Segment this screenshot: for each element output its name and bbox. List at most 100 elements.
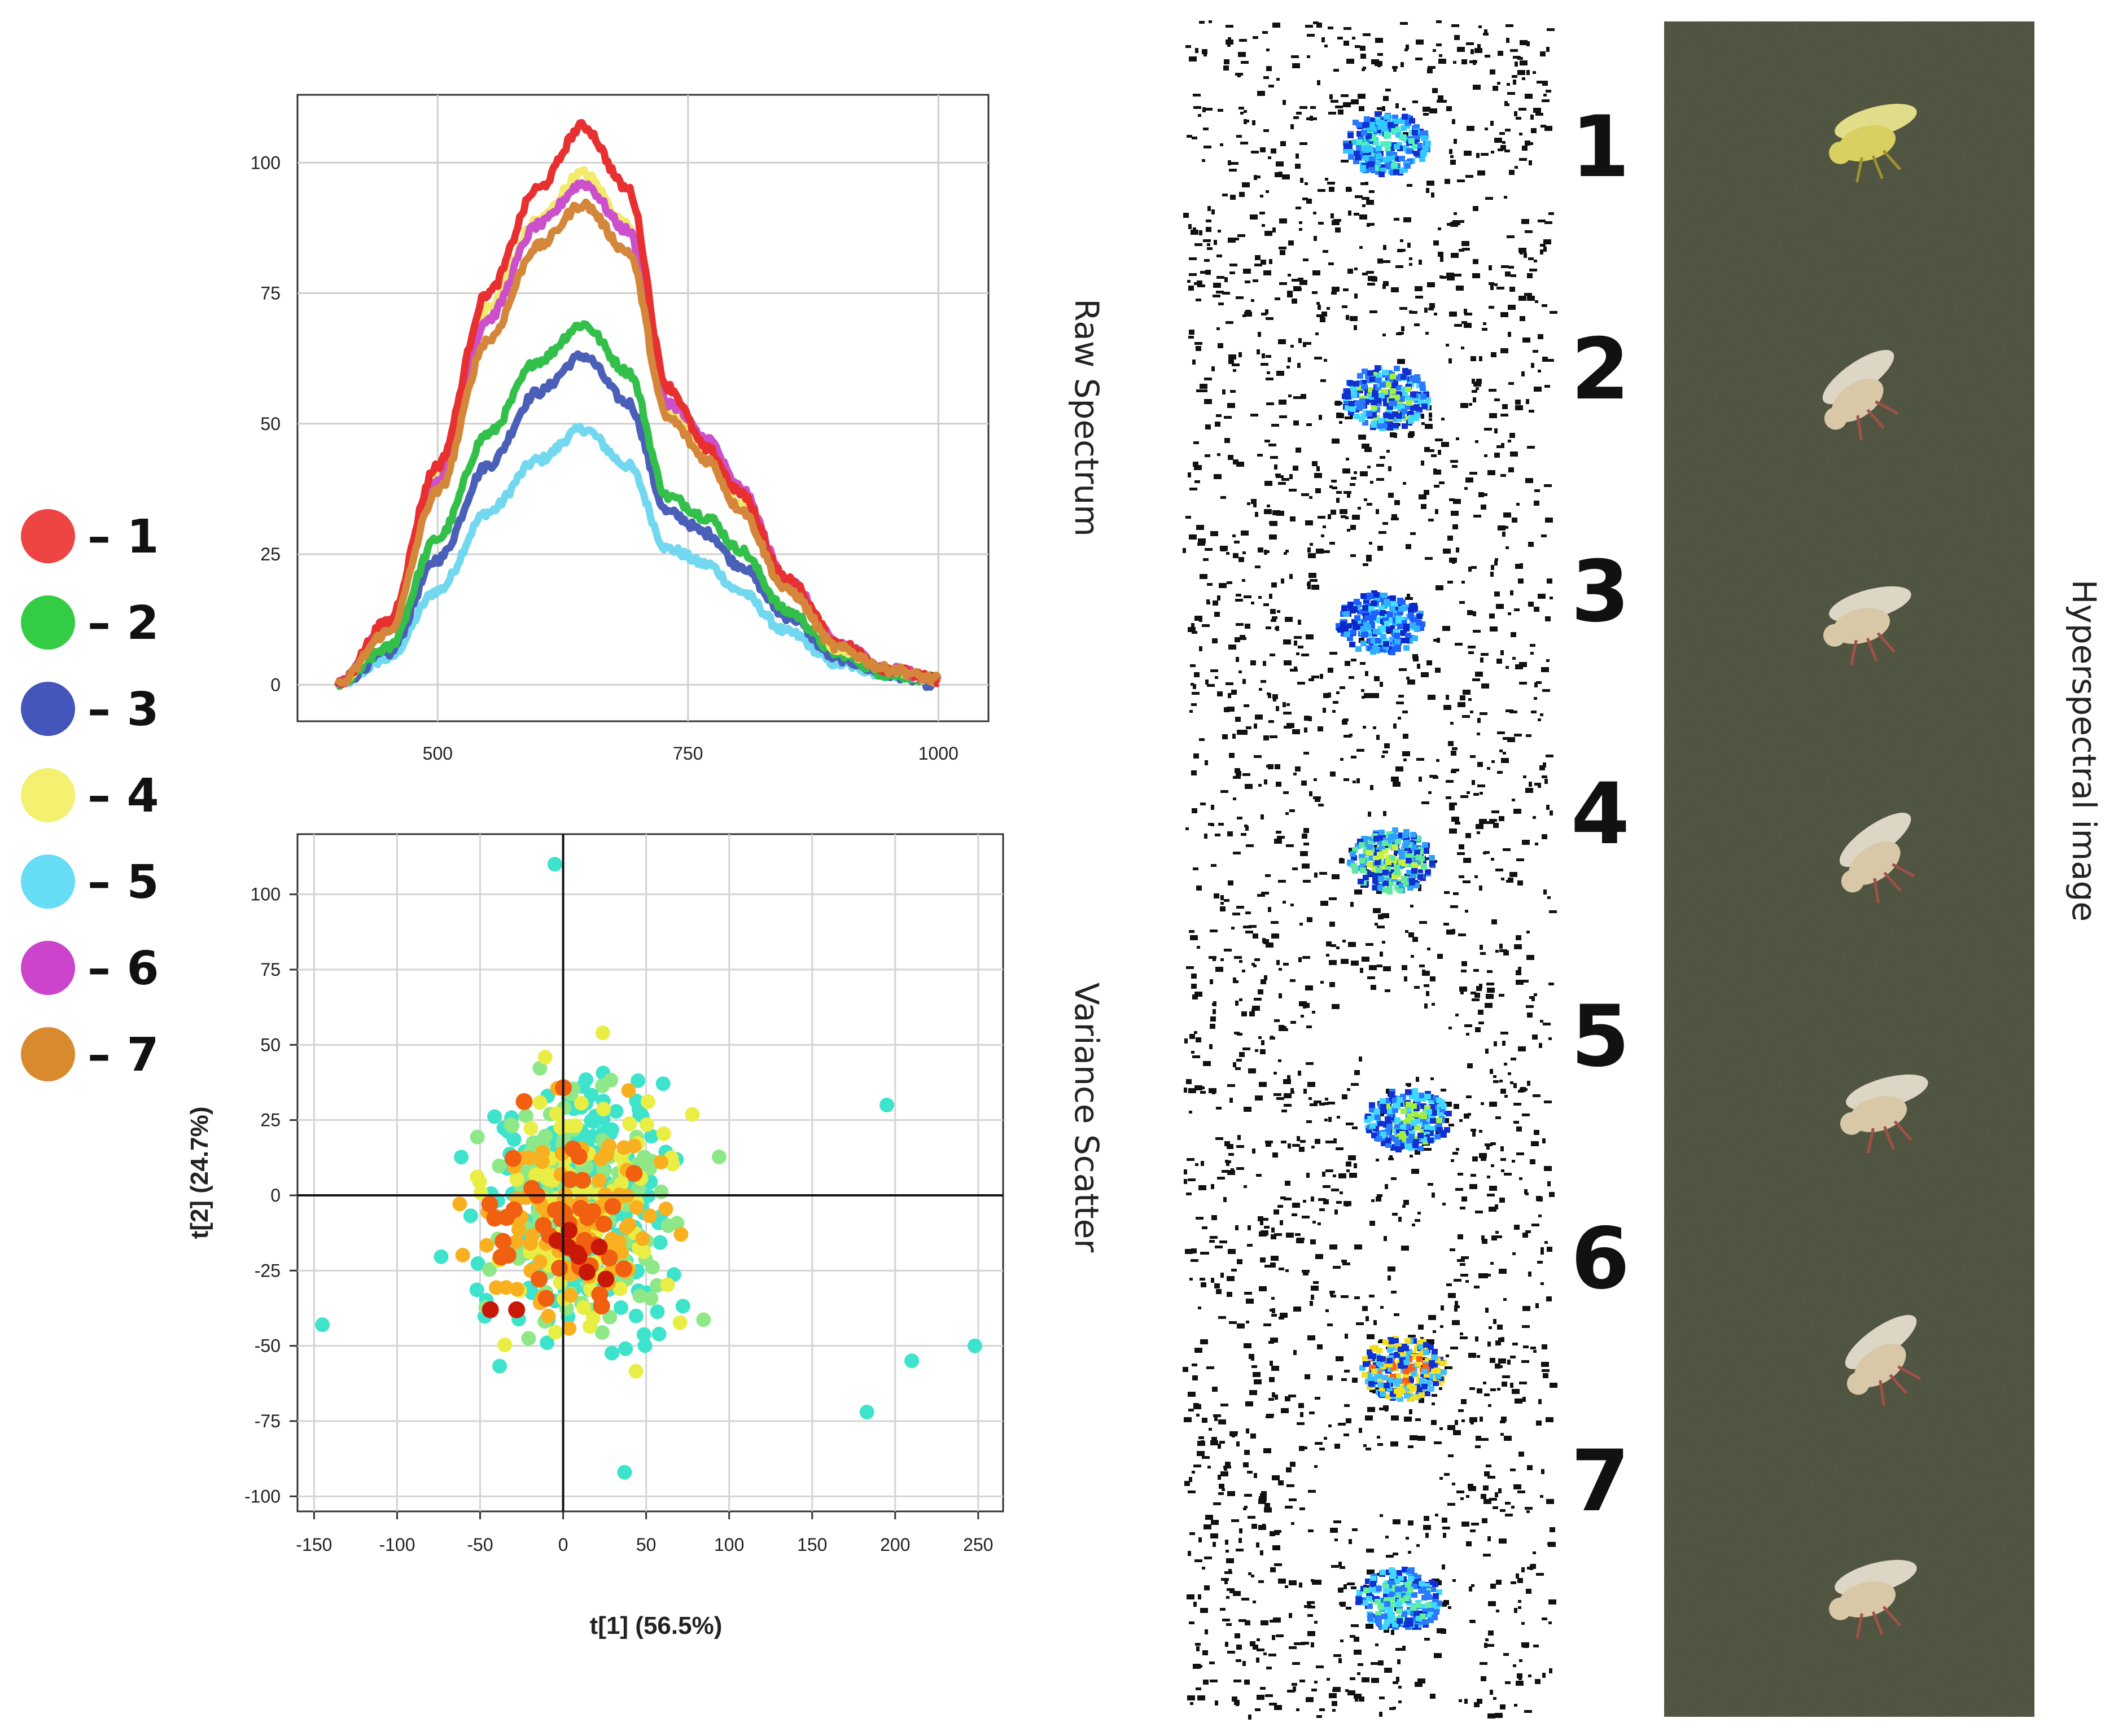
spectrum-y-tick: 75 [260,283,281,304]
scatter-point [455,1247,470,1262]
scatter-point [605,1231,619,1247]
scatter-point [696,1312,711,1327]
scatter-point [532,1254,548,1269]
scatter-point [572,1200,589,1217]
scatter-point [665,1156,680,1172]
scatter-point [469,1282,484,1297]
hyperspectral-image-title: Hyperspectral image [2065,580,2103,922]
scatter-y-tick: -25 [255,1260,281,1281]
heat-blob-3 [1336,590,1425,655]
scatter-point [511,1222,526,1237]
scatter-point [523,1121,539,1136]
legend-swatch-6 [21,941,75,995]
legend-swatch-3 [21,682,75,736]
scatter-x-tick: 50 [636,1535,657,1555]
scatter-point [582,1319,597,1334]
scatter-point [601,1250,618,1267]
scatter-point [622,1217,637,1232]
scatter-point [578,1264,596,1281]
scatter-point [597,1270,615,1288]
scatter-point [644,1291,659,1306]
scatter-point [515,1093,533,1110]
scatter-point [675,1299,690,1314]
heat-blob-2 [1342,365,1431,431]
scatter-point [612,1281,628,1296]
scatter-x-tick: 100 [714,1535,744,1555]
scatter-point [595,1025,610,1041]
scatter-point [632,1288,647,1304]
scatter-point [660,1277,675,1292]
spectrum-y-tick: 100 [251,152,281,173]
scatter-point [644,1129,659,1144]
scatter-point [594,1325,610,1340]
scatter-point [561,1171,579,1188]
scatter-point [655,1076,671,1091]
scatter-point [494,1233,512,1250]
scatter-point [482,1301,499,1318]
scatter-point [604,1345,619,1361]
scatter-point [523,1180,541,1197]
legend-swatch-5 [21,854,75,909]
scatter-point [553,1120,568,1135]
scatter-point [498,1280,514,1295]
raw-spectrum-title: Raw Spectrum [1067,299,1106,537]
scatter-point [660,1218,676,1233]
scatter-point [599,1147,614,1162]
scatter-point [631,1073,646,1088]
scatter-zero-axes [297,834,1003,1511]
fly-number-3: 3 [1571,543,1630,641]
scatter-x-tick: 250 [963,1535,993,1555]
spectrum-tick-labels: 500 750 1000 0 25 50 75 100 [251,152,959,764]
scatter-point [672,1315,688,1330]
false-color-noise-panel [1180,17,1557,1721]
fly-photo-5 [1840,1074,1928,1154]
scatter-point [504,1117,519,1132]
scatter-point [535,1145,550,1160]
scatter-point [593,1297,610,1315]
legend-label-1: – 1 [87,510,159,564]
scatter-point [434,1249,449,1264]
scatter-point [616,1140,632,1155]
legend-label-5: – 5 [87,856,159,909]
scatter-point [532,1060,548,1076]
scatter-point [628,1308,644,1323]
scatter-point [625,1165,643,1182]
fly-photo-2 [1822,350,1898,441]
scatter-point [592,1173,607,1188]
scatter-point [541,1308,556,1323]
scatter-point [518,1108,533,1123]
scatter-point [472,1174,487,1189]
scatter-x-axis-title: t[1] (56.5%) [590,1612,723,1639]
scatter-point [604,1198,622,1215]
scatter-x-tick: 200 [880,1535,910,1555]
scatter-point [538,1128,553,1143]
scatter-point [650,1278,665,1293]
raw-spectrum-chart: 500 750 1000 0 25 50 75 100 [251,94,990,764]
scatter-point [617,1465,632,1480]
scatter-tick-labels: -150 -100 -50 0 50 100 150 200 250 -100 -75 -50 -25 0… [244,884,994,1555]
scatter-point [635,1231,650,1246]
scatter-point [470,1256,485,1271]
scatter-y-tick: 50 [260,1034,281,1055]
scatter-y-tick: -100 [244,1486,281,1506]
scatter-point [540,1335,555,1351]
legend-label-6: – 6 [87,942,159,996]
scatter-point [548,1232,566,1250]
legend-swatch-1 [21,509,75,563]
scatter-y-tick: 25 [260,1110,281,1130]
scatter-point [492,1358,507,1374]
scatter-point [859,1405,874,1419]
scatter-x-tick: -150 [296,1535,332,1555]
scatter-y-tick: 75 [260,959,281,980]
scatter-point [602,1309,618,1325]
scatter-point [561,1222,578,1239]
scatter-point [497,1338,513,1352]
noise-pixels [1183,20,1557,1720]
legend-label-4: – 4 [87,769,159,823]
scatter-point [487,1109,502,1124]
scatter-point [629,1200,644,1215]
scatter-point [563,1288,578,1303]
scatter-point [549,1106,564,1121]
scatter-point [654,1155,668,1169]
scatter-point [498,1209,515,1226]
